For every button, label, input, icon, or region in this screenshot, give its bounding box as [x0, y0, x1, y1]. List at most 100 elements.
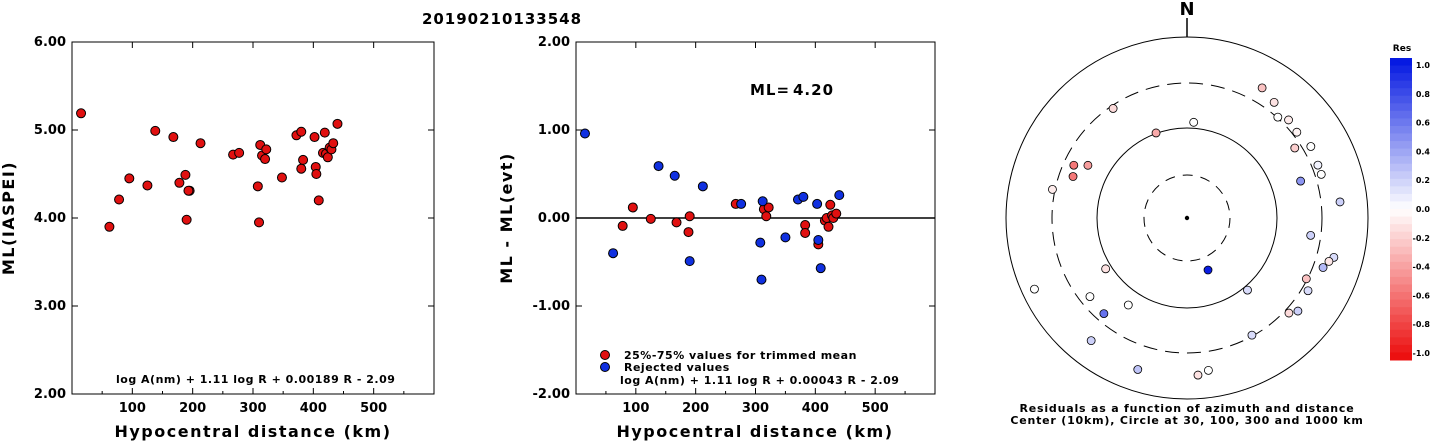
- circle-100km: [1096, 127, 1278, 309]
- circle-30km: [1143, 174, 1231, 262]
- middle-data-point-accepted: [763, 202, 774, 213]
- colorbar-segment: [1390, 171, 1412, 180]
- left-x-axis-label: Hypocentral distance (km): [114, 422, 391, 441]
- station-residual-point: [1099, 309, 1109, 319]
- middle-data-point-accepted: [617, 220, 628, 231]
- middle-x-tick-label: 100: [622, 401, 649, 416]
- middle-data-point-rejected: [684, 256, 695, 267]
- middle-x-tick-label: 400: [802, 401, 829, 416]
- middle-formula: log A(nm) + 1.11 log R + 0.00043 R - 2.0…: [620, 374, 899, 387]
- left-data-point-accepted: [234, 147, 245, 158]
- colorbar-segment: [1390, 58, 1412, 67]
- middle-data-point-rejected: [697, 181, 708, 192]
- legend-rejected-label: Rejected values: [624, 361, 730, 374]
- colorbar-segment: [1390, 209, 1412, 218]
- left-y-tick-label: 6.00: [34, 35, 66, 50]
- station-residual-point: [1313, 160, 1323, 170]
- colorbar-tick-label: -0.4: [1413, 263, 1431, 272]
- azimuth-caption-line2: Center (10km), Circle at 30, 100, 300 an…: [1010, 414, 1363, 427]
- left-data-point-accepted: [332, 118, 343, 129]
- station-residual-point: [1108, 104, 1118, 113]
- colorbar-segment: [1390, 284, 1412, 293]
- ml-value: 4.20: [793, 81, 834, 99]
- colorbar-segment: [1390, 193, 1412, 202]
- middle-data-point-rejected: [755, 237, 766, 248]
- middle-data-point-rejected: [798, 191, 809, 202]
- middle-data-point-accepted: [823, 221, 834, 232]
- left-data-point-accepted: [298, 154, 309, 165]
- station-residual-point: [1133, 365, 1143, 374]
- colorbar-segment: [1390, 65, 1412, 74]
- station-residual-point: [1193, 370, 1203, 380]
- colorbar-segment: [1390, 141, 1412, 150]
- middle-data-point-accepted: [831, 208, 842, 219]
- middle-data-point-rejected: [669, 170, 680, 181]
- colorbar-segment: [1390, 163, 1412, 172]
- station-residual-point: [1324, 256, 1334, 266]
- station-residual-point: [1296, 176, 1306, 186]
- left-x-tick-label: 500: [360, 401, 387, 416]
- colorbar-segment: [1390, 246, 1412, 255]
- colorbar-segment: [1390, 322, 1412, 331]
- colorbar-segment: [1390, 254, 1412, 263]
- station-residual-point: [1290, 143, 1300, 153]
- left-y-tick-label: 3.00: [34, 299, 66, 314]
- colorbar-segment: [1390, 337, 1412, 346]
- colorbar-tick-label: 0.0: [1416, 205, 1431, 214]
- station-residual-point: [1269, 97, 1279, 107]
- station-residual-point: [1247, 330, 1257, 340]
- circle-300km: [1051, 82, 1323, 354]
- colorbar-segment: [1390, 314, 1412, 323]
- station-residual-point: [1068, 172, 1078, 181]
- left-data-point-accepted: [252, 181, 263, 192]
- left-x-tick-label: 400: [300, 401, 327, 416]
- middle-x-axis-label: Hypocentral distance (km): [616, 422, 893, 441]
- left-y-tick-label: 4.00: [34, 211, 66, 226]
- colorbar-tick-label: -0.2: [1413, 234, 1431, 243]
- colorbar-tick-label: 0.6: [1416, 119, 1431, 128]
- station-residual-point: [1301, 274, 1311, 284]
- station-residual-point: [1083, 160, 1093, 170]
- station-residual-point: [1318, 263, 1328, 272]
- left-y-tick-label: 2.00: [34, 387, 66, 402]
- station-residual-point: [1292, 127, 1302, 137]
- station-residual-point: [1048, 184, 1057, 194]
- legend-rejected-marker: [600, 362, 610, 372]
- colorbar-segment: [1390, 261, 1412, 270]
- left-data-point-accepted: [313, 195, 324, 206]
- colorbar-segment: [1390, 178, 1412, 187]
- middle-y-tick-label: 0.00: [538, 211, 570, 226]
- station-residual-point: [1335, 197, 1345, 207]
- left-chart: 100 200 300 400 500 2.00 3.00 4.00 5.00 6.00 Hypo…: [0, 35, 435, 441]
- middle-data-point-rejected: [780, 232, 791, 243]
- colorbar-tick-label: 0.4: [1416, 147, 1431, 156]
- circle-1000km: [1005, 36, 1369, 400]
- middle-data-point-accepted: [825, 199, 836, 210]
- colorbar-segment: [1390, 95, 1412, 104]
- colorbar-tick-label: -0.6: [1413, 291, 1431, 300]
- middle-y-axis-label: ML - ML(evt): [497, 152, 516, 284]
- colorbar-segment: [1390, 276, 1412, 285]
- middle-y-tick-label: 2.00: [538, 35, 570, 50]
- middle-data-point-rejected: [834, 190, 845, 201]
- colorbar-segment: [1390, 118, 1412, 127]
- station-residual-point: [1257, 83, 1267, 93]
- station-residual-point: [1273, 112, 1283, 122]
- station-residual-point: [1030, 284, 1039, 294]
- middle-x-tick-label: 500: [862, 401, 889, 416]
- middle-data-point-accepted: [627, 202, 638, 213]
- left-x-tick-label: 200: [179, 401, 206, 416]
- colorbar-tick-label: -1.0: [1413, 349, 1431, 358]
- station-residual-point: [1151, 128, 1161, 138]
- station-residual-point: [1204, 365, 1213, 375]
- station-residual-point: [1293, 306, 1303, 316]
- legend-accepted-marker: [600, 350, 610, 360]
- left-data-point-accepted: [180, 169, 191, 180]
- station-residual-point: [1085, 292, 1095, 301]
- middle-data-point-rejected: [608, 248, 619, 259]
- station-residual-point: [1123, 300, 1133, 310]
- left-x-tick-label: 100: [119, 401, 146, 416]
- colorbar-segment: [1390, 299, 1412, 308]
- colorbar-tick-label: 0.8: [1416, 90, 1431, 99]
- ml-label: ML=: [750, 81, 790, 99]
